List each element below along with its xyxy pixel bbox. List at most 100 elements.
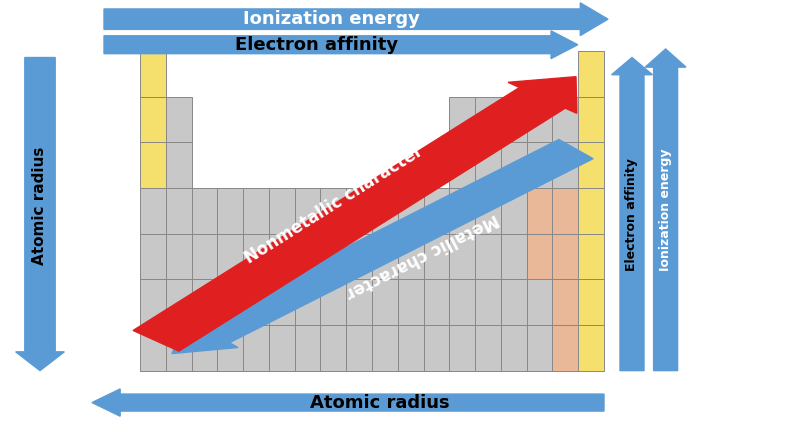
- Bar: [578, 188, 604, 234]
- FancyArrow shape: [92, 389, 604, 416]
- Bar: [526, 97, 553, 142]
- Bar: [218, 279, 243, 325]
- Bar: [475, 325, 501, 371]
- Bar: [398, 234, 423, 279]
- Bar: [553, 279, 578, 325]
- Bar: [269, 188, 294, 234]
- Bar: [372, 279, 398, 325]
- FancyArrow shape: [646, 49, 686, 371]
- FancyArrow shape: [612, 58, 653, 371]
- Bar: [321, 279, 346, 325]
- Bar: [526, 234, 553, 279]
- Bar: [243, 188, 269, 234]
- Bar: [321, 234, 346, 279]
- Text: Atomic radius: Atomic radius: [310, 394, 450, 412]
- Bar: [294, 188, 321, 234]
- Bar: [423, 234, 450, 279]
- Bar: [450, 234, 475, 279]
- Bar: [218, 234, 243, 279]
- Bar: [450, 325, 475, 371]
- Bar: [346, 188, 372, 234]
- Text: Ionization energy: Ionization energy: [243, 10, 420, 28]
- Bar: [321, 188, 346, 234]
- Bar: [346, 279, 372, 325]
- Bar: [269, 234, 294, 279]
- Bar: [501, 234, 526, 279]
- Bar: [501, 188, 526, 234]
- Text: Ionization energy: Ionization energy: [659, 149, 672, 271]
- Bar: [526, 188, 553, 234]
- Bar: [166, 142, 191, 188]
- Bar: [578, 325, 604, 371]
- Bar: [553, 142, 578, 188]
- Bar: [450, 279, 475, 325]
- Bar: [423, 325, 450, 371]
- Bar: [269, 279, 294, 325]
- Bar: [423, 188, 450, 234]
- Bar: [475, 279, 501, 325]
- Bar: [398, 325, 423, 371]
- Bar: [294, 279, 321, 325]
- Bar: [553, 188, 578, 234]
- Bar: [166, 325, 191, 371]
- Bar: [450, 142, 475, 188]
- Bar: [450, 188, 475, 234]
- Bar: [553, 325, 578, 371]
- Bar: [372, 188, 398, 234]
- Bar: [140, 97, 166, 142]
- Bar: [372, 325, 398, 371]
- Bar: [526, 142, 553, 188]
- Text: Atomic radius: Atomic radius: [33, 147, 47, 265]
- Bar: [346, 234, 372, 279]
- Bar: [501, 325, 526, 371]
- Bar: [321, 325, 346, 371]
- FancyArrow shape: [16, 58, 64, 371]
- Bar: [294, 234, 321, 279]
- Bar: [166, 97, 191, 142]
- Bar: [501, 97, 526, 142]
- Bar: [501, 142, 526, 188]
- Text: Electron affinity: Electron affinity: [235, 36, 398, 54]
- Bar: [166, 188, 191, 234]
- Bar: [140, 279, 166, 325]
- Bar: [243, 234, 269, 279]
- FancyArrow shape: [104, 3, 608, 35]
- Bar: [166, 279, 191, 325]
- Bar: [140, 51, 166, 97]
- Bar: [553, 97, 578, 142]
- Bar: [191, 234, 218, 279]
- Bar: [526, 325, 553, 371]
- Bar: [140, 234, 166, 279]
- FancyArrow shape: [104, 31, 578, 59]
- FancyArrow shape: [172, 140, 593, 354]
- Bar: [553, 234, 578, 279]
- Bar: [450, 97, 475, 142]
- Bar: [140, 325, 166, 371]
- Bar: [191, 279, 218, 325]
- FancyArrow shape: [133, 77, 577, 351]
- Bar: [269, 325, 294, 371]
- Bar: [294, 325, 321, 371]
- Bar: [475, 188, 501, 234]
- Bar: [526, 279, 553, 325]
- Bar: [398, 188, 423, 234]
- Bar: [398, 279, 423, 325]
- Bar: [578, 51, 604, 97]
- Bar: [578, 142, 604, 188]
- Bar: [140, 142, 166, 188]
- Bar: [501, 279, 526, 325]
- Text: Electron affinity: Electron affinity: [626, 158, 638, 271]
- Bar: [475, 97, 501, 142]
- Bar: [243, 279, 269, 325]
- Bar: [475, 142, 501, 188]
- Bar: [140, 188, 166, 234]
- Bar: [218, 188, 243, 234]
- Bar: [191, 188, 218, 234]
- Bar: [423, 279, 450, 325]
- Bar: [243, 325, 269, 371]
- Bar: [372, 234, 398, 279]
- Text: Metallic character: Metallic character: [342, 210, 502, 302]
- Bar: [166, 234, 191, 279]
- Bar: [578, 279, 604, 325]
- Bar: [218, 325, 243, 371]
